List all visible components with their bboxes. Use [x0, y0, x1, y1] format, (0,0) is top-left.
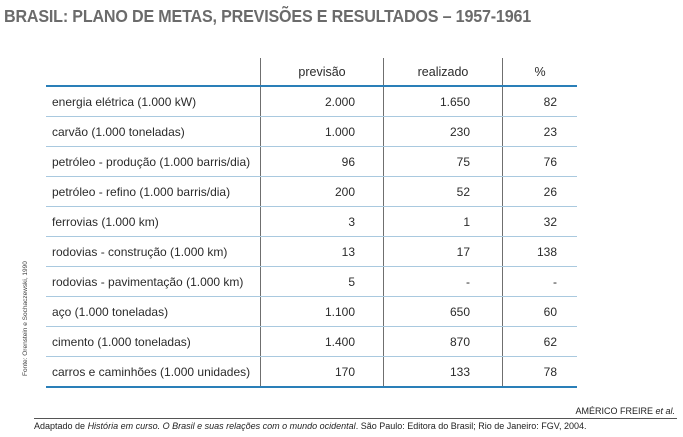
- table-row: carvão (1.000 toneladas) 1.000 230 23: [46, 116, 577, 147]
- cell-previsao: 5: [260, 266, 384, 297]
- author-credit: AMÉRICO FREIRE et al.: [575, 406, 675, 416]
- side-source-credit: Fonte: Orenstein e Sochaczewski, 1990: [22, 261, 29, 376]
- cell-percent: -: [502, 266, 577, 297]
- table-row: aço (1.000 toneladas) 1.100 650 60: [46, 296, 577, 327]
- cell-percent: 138: [502, 236, 577, 267]
- cell-previsao: 96: [260, 146, 384, 177]
- page-title: BRASIL: PLANO DE METAS, PREVISÕES E RESU…: [4, 6, 532, 26]
- row-label: carvão (1.000 toneladas): [46, 116, 261, 147]
- cell-realizado: 230: [383, 116, 503, 147]
- row-label: cimento (1.000 toneladas): [46, 326, 261, 357]
- cell-percent: 26: [502, 176, 577, 207]
- table-row: petróleo - refino (1.000 barris/dia) 200 5…: [46, 176, 577, 207]
- cell-previsao: 3: [260, 206, 384, 237]
- cell-percent: 76: [502, 146, 577, 177]
- table-header-row: previsão realizado %: [46, 58, 577, 87]
- header-label: [46, 58, 261, 87]
- cell-realizado: 17: [383, 236, 503, 267]
- cell-previsao: 2.000: [260, 86, 384, 117]
- cell-realizado: 650: [383, 296, 503, 327]
- cell-previsao: 1.000: [260, 116, 384, 147]
- cell-realizado: 870: [383, 326, 503, 357]
- row-label: aço (1.000 toneladas): [46, 296, 261, 327]
- row-label: petróleo - produção (1.000 barris/dia): [46, 146, 261, 177]
- row-label: rodovias - construção (1.000 km): [46, 236, 261, 267]
- cell-percent: 60: [502, 296, 577, 327]
- table-row: carros e caminhões (1.000 unidades) 170 13…: [46, 356, 577, 388]
- cell-percent: 32: [502, 206, 577, 237]
- cell-realizado: 133: [383, 356, 503, 388]
- cell-previsao: 1.400: [260, 326, 384, 357]
- cell-previsao: 1.100: [260, 296, 384, 327]
- row-label: energia elétrica (1.000 kW): [46, 86, 261, 117]
- source-divider: [34, 418, 677, 419]
- cell-realizado: 1: [383, 206, 503, 237]
- row-label: carros e caminhões (1.000 unidades): [46, 356, 261, 388]
- cell-percent: 62: [502, 326, 577, 357]
- table-row: energia elétrica (1.000 kW) 2.000 1.650 82: [46, 86, 577, 117]
- row-label: rodovias - pavimentação (1.000 km): [46, 266, 261, 297]
- header-previsao: previsão: [260, 58, 384, 87]
- data-table: previsão realizado % energia elétrica (1…: [46, 58, 577, 388]
- row-label: petróleo - refino (1.000 barris/dia): [46, 176, 261, 207]
- cell-previsao: 13: [260, 236, 384, 267]
- cell-previsao: 170: [260, 356, 384, 388]
- table-row: petróleo - produção (1.000 barris/dia) 96…: [46, 146, 577, 177]
- row-label: ferrovias (1.000 km): [46, 206, 261, 237]
- cell-percent: 23: [502, 116, 577, 147]
- table-row: rodovias - construção (1.000 km) 13 17 138: [46, 236, 577, 267]
- cell-realizado: 75: [383, 146, 503, 177]
- cell-realizado: 1.650: [383, 86, 503, 117]
- table-row: rodovias - pavimentação (1.000 km) 5- -: [46, 266, 577, 297]
- cell-previsao: 200: [260, 176, 384, 207]
- source-citation: Adaptado de História em curso. O Brasil …: [34, 421, 587, 431]
- header-percent: %: [502, 58, 577, 87]
- cell-realizado: -: [383, 266, 503, 297]
- table-row: cimento (1.000 toneladas) 1.400 870 62: [46, 326, 577, 357]
- header-realizado: realizado: [383, 58, 503, 87]
- table-row: ferrovias (1.000 km) 3 1 32: [46, 206, 577, 237]
- cell-realizado: 52: [383, 176, 503, 207]
- cell-percent: 82: [502, 86, 577, 117]
- cell-percent: 78: [502, 356, 577, 388]
